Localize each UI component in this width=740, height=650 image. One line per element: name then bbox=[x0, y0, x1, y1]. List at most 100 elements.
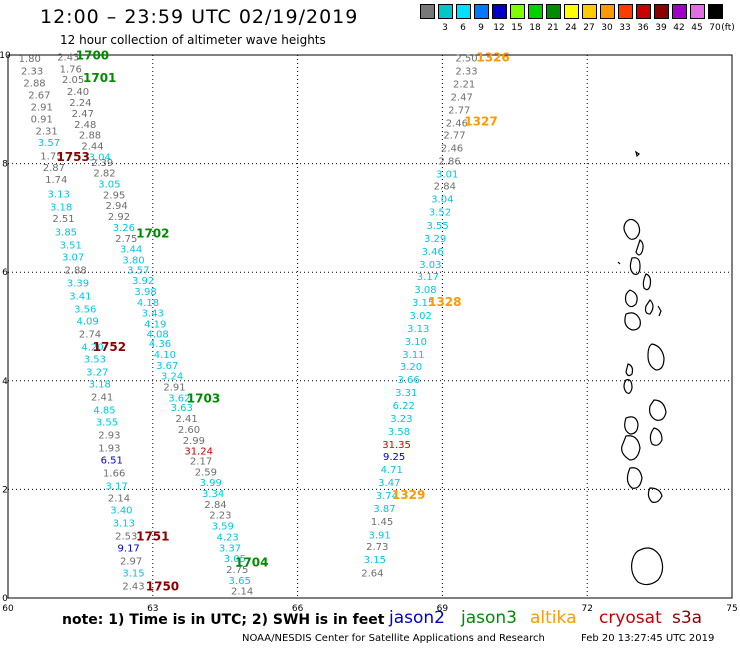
map-title: 12:00 – 23:59 UTC 02/19/2019 bbox=[40, 6, 359, 28]
wave-height-label: 2.94 bbox=[105, 201, 127, 212]
pass-time-label: 1751 bbox=[136, 529, 169, 543]
wave-height-label: 3.04 bbox=[431, 195, 453, 206]
wave-height-label: 2.33 bbox=[455, 67, 477, 78]
island-outline bbox=[657, 305, 662, 317]
scale-value-label: 15 bbox=[511, 23, 523, 33]
wave-height-label: 2.17 bbox=[190, 456, 212, 467]
credit-line: NOAA/NESDIS Center for Satellite Applica… bbox=[242, 633, 545, 644]
scale-swatch bbox=[582, 4, 597, 19]
wave-height-label: 2.95 bbox=[103, 190, 125, 201]
wave-height-label: 3.62 bbox=[168, 393, 190, 404]
wave-height-label: 2.87 bbox=[43, 163, 65, 174]
scale-value-label: 21 bbox=[547, 23, 559, 33]
wave-height-label: 4.09 bbox=[77, 316, 99, 327]
wave-height-label: 4.85 bbox=[93, 405, 115, 416]
island-outline bbox=[629, 257, 641, 275]
wave-height-label: 3.53 bbox=[84, 354, 106, 365]
wave-height-label: 2.86 bbox=[439, 157, 461, 168]
wave-height-label: 3.17 bbox=[417, 272, 439, 283]
legend-jason2: jason2 bbox=[389, 608, 445, 628]
scale-swatch bbox=[708, 4, 723, 19]
pass-time-label: 1752 bbox=[93, 340, 126, 354]
wave-height-label: 3.13 bbox=[407, 324, 429, 335]
pass-time-label: 1700 bbox=[76, 48, 109, 62]
scale-value-label: 33 bbox=[619, 23, 631, 33]
island-outline bbox=[623, 379, 633, 394]
scale-swatch bbox=[456, 4, 471, 19]
scale-unit-label: (ft) bbox=[721, 23, 735, 33]
wave-height-label: 3.74 bbox=[376, 491, 398, 502]
wave-height-label: 3.57 bbox=[38, 138, 60, 149]
wave-height-label: 2.51 bbox=[52, 214, 74, 225]
wave-height-label: 3.56 bbox=[74, 304, 96, 315]
wave-height-label: 3.67 bbox=[156, 361, 178, 372]
wave-height-label: 1.45 bbox=[371, 517, 393, 528]
wave-height-label: 1.75 bbox=[40, 151, 62, 162]
wave-height-label: 2.84 bbox=[434, 182, 456, 193]
units-note: note: 1) Time is in UTC; 2) SWH is in fe… bbox=[62, 612, 385, 628]
scale-swatch bbox=[618, 4, 633, 19]
lat-tick-label: 0 bbox=[2, 594, 8, 604]
island-outline bbox=[621, 435, 641, 461]
island-outline bbox=[624, 416, 639, 435]
wave-height-label: 3.43 bbox=[142, 309, 164, 320]
lat-lon-grid: 60 63 66 69 72 75 0 2 4 6 8 10 bbox=[0, 51, 738, 614]
wave-height-label: 2.88 bbox=[23, 78, 45, 89]
wave-height-label: 2.53 bbox=[115, 531, 137, 542]
wave-height-label: 2.64 bbox=[361, 568, 383, 579]
wave-height-label: 4.10 bbox=[154, 350, 176, 361]
wave-height-label: 3.85 bbox=[55, 227, 77, 238]
wave-height-label: 3.04 bbox=[89, 152, 111, 163]
wave-height-label: 2.47 bbox=[72, 109, 94, 120]
wave-height-label: 3.80 bbox=[122, 256, 144, 267]
pass-time-label: 1750 bbox=[146, 579, 179, 593]
wave-height-label: 2.75 bbox=[115, 234, 137, 245]
wave-height-label: 3.91 bbox=[369, 530, 391, 541]
wave-height-label: 3.01 bbox=[436, 170, 458, 181]
wave-height-label: 2.75 bbox=[226, 565, 248, 576]
pass-time-label: 1701 bbox=[83, 71, 116, 85]
wave-height-label: 4.36 bbox=[149, 339, 171, 350]
island-outline bbox=[625, 363, 634, 377]
wave-height-label: 2.05 bbox=[62, 75, 84, 86]
scale-value-label: 39 bbox=[655, 23, 667, 33]
wave-height-label: 2.46 bbox=[441, 144, 463, 155]
wave-height-label: 2.21 bbox=[453, 80, 475, 91]
wave-height-label: 6.22 bbox=[393, 401, 415, 412]
island-outline bbox=[624, 289, 638, 308]
wave-height-label: 2.82 bbox=[93, 169, 115, 180]
lon-tick-label: 60 bbox=[2, 604, 14, 614]
wave-height-label: 1.76 bbox=[60, 64, 82, 75]
wave-height-label: 2.67 bbox=[28, 90, 50, 101]
wave-height-label: 3.52 bbox=[429, 208, 451, 219]
wave-height-label: 3.17 bbox=[105, 481, 127, 492]
wave-height-label: 3.07 bbox=[62, 252, 84, 263]
wave-height-label: 2.93 bbox=[98, 430, 120, 441]
lat-tick-label: 8 bbox=[2, 160, 8, 170]
wave-height-label: 3.40 bbox=[110, 505, 132, 516]
scale-swatch bbox=[690, 4, 705, 19]
lat-tick-label: 2 bbox=[2, 485, 8, 495]
wave-height-label: 3.13 bbox=[48, 189, 70, 200]
scale-value-label: 9 bbox=[478, 23, 484, 33]
pass-time-label: 1704 bbox=[235, 556, 268, 570]
wave-height-label: 2.84 bbox=[204, 500, 226, 511]
island-outline bbox=[649, 399, 667, 421]
wave-height-label: 2.77 bbox=[448, 106, 470, 117]
pass-time-label: 1328 bbox=[428, 295, 461, 309]
wave-height-label: 3.18 bbox=[50, 202, 72, 213]
wave-height-label: 1.80 bbox=[19, 54, 41, 65]
legend-cryosat: cryosat bbox=[599, 608, 662, 628]
island-outline bbox=[626, 467, 643, 489]
maldives-coastline bbox=[617, 150, 667, 586]
wave-height-label: 31.35 bbox=[382, 440, 411, 451]
wave-height-label: 3.44 bbox=[120, 245, 142, 256]
wave-height-label: 3.24 bbox=[161, 372, 183, 383]
wave-height-label: 4.18 bbox=[137, 298, 159, 309]
legend-s3a: s3a bbox=[672, 608, 703, 628]
scale-swatch bbox=[438, 4, 453, 19]
scale-value-label: 45 bbox=[691, 23, 703, 33]
scale-swatch bbox=[636, 4, 651, 19]
island-outline bbox=[642, 273, 652, 291]
